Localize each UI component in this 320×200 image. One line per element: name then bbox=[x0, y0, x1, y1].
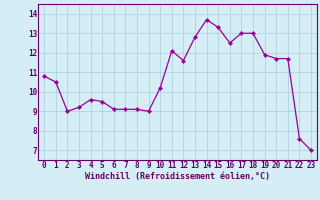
X-axis label: Windchill (Refroidissement éolien,°C): Windchill (Refroidissement éolien,°C) bbox=[85, 172, 270, 181]
